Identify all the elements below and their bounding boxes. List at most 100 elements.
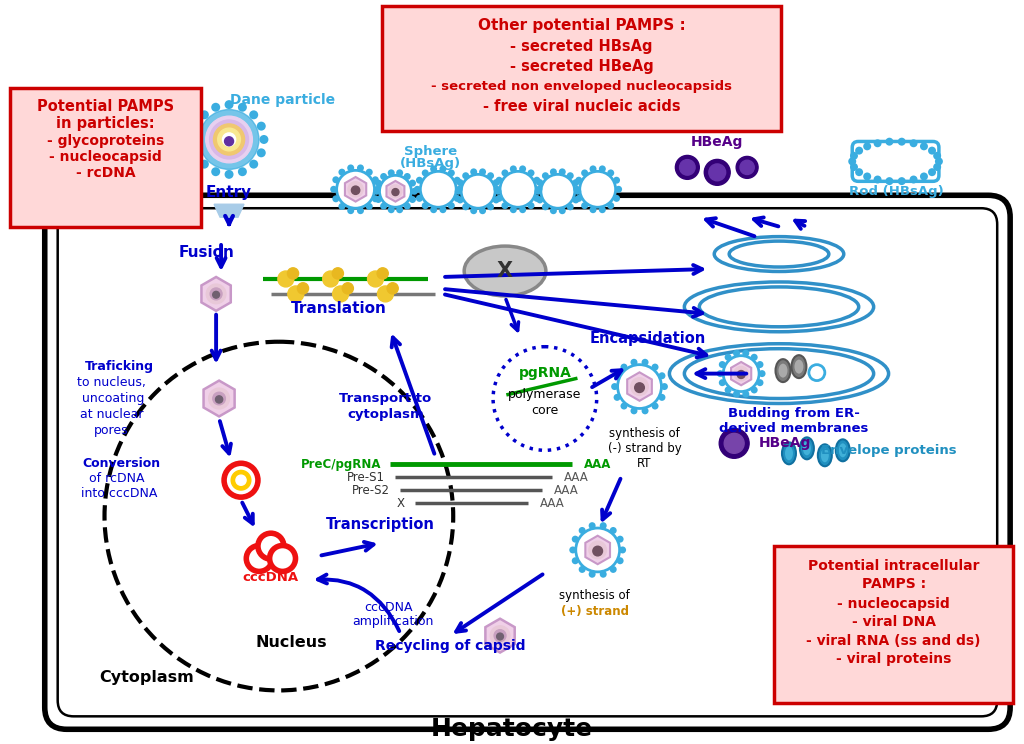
- Ellipse shape: [775, 359, 791, 382]
- Circle shape: [392, 188, 399, 196]
- Text: amplification: amplification: [352, 615, 433, 628]
- Circle shape: [850, 152, 858, 160]
- Circle shape: [337, 170, 375, 208]
- Circle shape: [366, 169, 373, 176]
- Text: cccDNA: cccDNA: [243, 571, 299, 584]
- Circle shape: [658, 372, 666, 379]
- Circle shape: [238, 103, 247, 112]
- Text: - secreted HBsAg: - secreted HBsAg: [511, 39, 653, 54]
- Circle shape: [374, 186, 381, 193]
- Circle shape: [206, 116, 252, 163]
- Circle shape: [479, 168, 486, 176]
- Text: - nucleocapsid: - nucleocapsid: [838, 597, 950, 611]
- Circle shape: [257, 148, 266, 157]
- Circle shape: [534, 195, 541, 202]
- Circle shape: [470, 208, 477, 214]
- Circle shape: [214, 124, 245, 155]
- Circle shape: [288, 268, 299, 279]
- Circle shape: [414, 186, 421, 193]
- Text: Envelope proteins: Envelope proteins: [821, 444, 956, 457]
- Circle shape: [909, 176, 918, 184]
- Text: HBeAg: HBeAg: [759, 436, 811, 450]
- Circle shape: [599, 165, 606, 173]
- Circle shape: [580, 171, 615, 208]
- Circle shape: [269, 545, 296, 571]
- Circle shape: [616, 536, 624, 542]
- Circle shape: [333, 286, 348, 302]
- Circle shape: [582, 170, 588, 176]
- Circle shape: [409, 196, 416, 203]
- Text: - rcDNA: - rcDNA: [76, 167, 135, 180]
- Text: HBeAg: HBeAg: [691, 135, 743, 150]
- Circle shape: [582, 202, 588, 209]
- Text: Transport to: Transport to: [339, 392, 431, 405]
- Circle shape: [537, 196, 544, 203]
- Circle shape: [347, 164, 354, 171]
- Circle shape: [493, 196, 500, 203]
- Circle shape: [288, 286, 304, 302]
- Circle shape: [455, 187, 462, 195]
- Circle shape: [631, 408, 638, 414]
- Circle shape: [873, 176, 882, 184]
- Circle shape: [660, 383, 668, 390]
- Text: - glycoproteins: - glycoproteins: [47, 135, 164, 149]
- Circle shape: [357, 207, 364, 214]
- Circle shape: [388, 206, 394, 214]
- Ellipse shape: [699, 287, 859, 327]
- Circle shape: [439, 165, 446, 173]
- Circle shape: [380, 173, 387, 180]
- Circle shape: [757, 379, 764, 386]
- Text: Hepatocyte: Hepatocyte: [431, 717, 593, 741]
- Circle shape: [378, 286, 393, 302]
- Circle shape: [200, 110, 209, 119]
- Circle shape: [575, 528, 620, 572]
- FancyBboxPatch shape: [852, 141, 939, 182]
- Ellipse shape: [800, 437, 814, 459]
- Circle shape: [403, 173, 411, 180]
- Circle shape: [494, 186, 501, 193]
- Circle shape: [717, 370, 724, 377]
- Circle shape: [542, 172, 549, 179]
- Circle shape: [725, 386, 731, 394]
- Ellipse shape: [778, 364, 787, 378]
- Circle shape: [751, 386, 758, 394]
- Circle shape: [211, 103, 220, 112]
- Circle shape: [495, 629, 506, 641]
- Circle shape: [342, 283, 353, 294]
- Text: AAA: AAA: [564, 471, 589, 484]
- Circle shape: [487, 172, 494, 179]
- Circle shape: [368, 271, 383, 287]
- Circle shape: [416, 177, 423, 184]
- Circle shape: [742, 391, 750, 397]
- Circle shape: [430, 206, 437, 214]
- Text: PreC/pgRNA: PreC/pgRNA: [301, 458, 382, 471]
- Circle shape: [559, 168, 565, 176]
- Circle shape: [719, 361, 726, 368]
- Circle shape: [574, 187, 582, 195]
- Circle shape: [500, 171, 536, 208]
- Text: Traficking: Traficking: [85, 360, 154, 373]
- Circle shape: [537, 179, 544, 186]
- Circle shape: [863, 173, 871, 181]
- Polygon shape: [345, 177, 367, 202]
- Circle shape: [737, 371, 745, 379]
- Circle shape: [616, 557, 624, 564]
- Text: Fusion: Fusion: [178, 245, 234, 260]
- Ellipse shape: [795, 359, 804, 373]
- Circle shape: [236, 475, 246, 485]
- Circle shape: [575, 177, 583, 184]
- Circle shape: [496, 177, 503, 184]
- Circle shape: [257, 122, 266, 131]
- Ellipse shape: [782, 443, 796, 464]
- FancyBboxPatch shape: [774, 546, 1013, 703]
- Circle shape: [635, 383, 644, 393]
- Circle shape: [456, 186, 463, 193]
- Circle shape: [935, 158, 943, 165]
- Circle shape: [676, 155, 699, 179]
- Circle shape: [600, 571, 606, 578]
- Text: Recycling of capsid: Recycling of capsid: [375, 638, 525, 652]
- Text: Entry: Entry: [206, 185, 252, 200]
- Circle shape: [430, 165, 437, 173]
- Text: Pre-S2: Pre-S2: [351, 484, 389, 497]
- Circle shape: [210, 288, 222, 300]
